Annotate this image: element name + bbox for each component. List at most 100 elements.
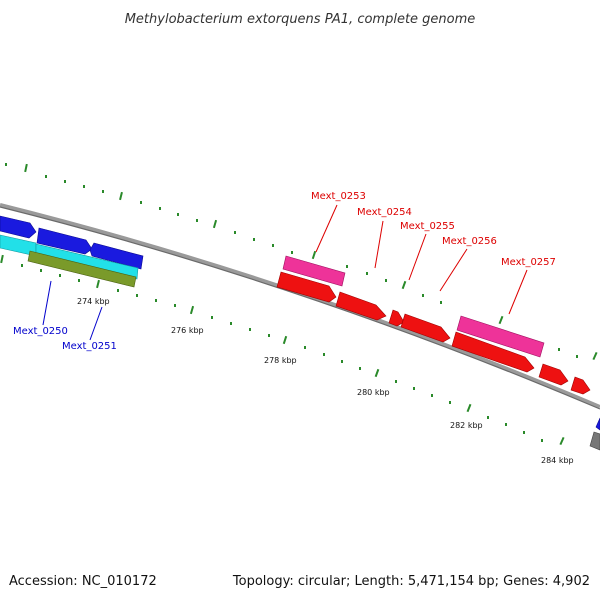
inner-tick (523, 431, 525, 434)
gene-label[interactable]: Mext_0257 (501, 257, 556, 268)
red-label-leaders (315, 204, 528, 315)
outer-tick (385, 279, 387, 282)
gene-arrow[interactable] (451, 331, 535, 373)
gene-arrow[interactable] (400, 313, 451, 343)
gene-block[interactable] (589, 431, 600, 451)
leader-line (408, 233, 427, 281)
inner-tick (174, 304, 176, 307)
outer-tick (177, 213, 179, 216)
outer-tick (45, 175, 47, 178)
outer-tick (212, 219, 218, 229)
outer-tick (498, 315, 504, 325)
outer-tick (253, 238, 255, 241)
gene-label[interactable]: Mext_0254 (357, 207, 412, 218)
gene-arrow[interactable] (0, 215, 37, 239)
inner-tick (323, 353, 325, 356)
inner-tick (413, 387, 415, 390)
leader-line (42, 280, 52, 326)
inner-tick (341, 360, 343, 363)
outer-tick (140, 201, 142, 204)
gene-block[interactable] (27, 250, 137, 288)
leader-line (315, 204, 338, 253)
gene-labels: Mext_0253 Mext_0254 Mext_0255 Mext_0256 … (13, 191, 556, 352)
inner-tick (230, 322, 232, 325)
outer-tick (592, 351, 598, 361)
inner-tick (40, 269, 42, 272)
scale-label: 274 kbp (77, 297, 110, 306)
gene-arrow[interactable] (276, 271, 337, 303)
inner-tick-ring (0, 254, 565, 446)
gene-arrow[interactable] (335, 291, 387, 321)
outer-tick (5, 163, 7, 166)
gene-block[interactable] (456, 315, 545, 358)
inner-tick (431, 394, 433, 397)
accession-text: Accession: NC_010172 (9, 574, 157, 589)
inner-tick (359, 367, 361, 370)
outer-tick (558, 348, 560, 351)
outer-tick (64, 180, 66, 183)
scale-label: 284 kbp (541, 456, 574, 465)
gene-arrow[interactable] (570, 376, 591, 395)
inner-tick (117, 289, 119, 292)
outer-tick (440, 301, 442, 304)
outer-tick (401, 280, 407, 290)
scale-labels: 274 kbp 276 kbp 278 kbp 280 kbp 282 kbp … (77, 297, 574, 465)
inner-tick (395, 380, 397, 383)
scale-label: 282 kbp (450, 421, 483, 430)
inner-tick (189, 305, 195, 315)
inner-tick (559, 436, 565, 446)
gene-label[interactable]: Mext_0251 (62, 341, 117, 352)
outer-tick (291, 251, 293, 254)
outer-tick (196, 219, 198, 222)
outer-tick (422, 294, 424, 297)
outer-tick (159, 207, 161, 210)
gene-arrow[interactable] (388, 309, 405, 327)
backbone-outer-line (0, 203, 600, 409)
outer-tick (576, 355, 578, 358)
gene-arrow[interactable] (538, 363, 569, 386)
gene-label[interactable]: Mext_0253 (311, 191, 366, 202)
edge-genes (589, 417, 600, 451)
inner-tick (487, 416, 489, 419)
outer-tick (83, 185, 85, 188)
inner-tick (449, 401, 451, 404)
scale-label: 278 kbp (264, 356, 297, 365)
inner-tick (96, 279, 100, 289)
inner-tick (268, 334, 270, 337)
inner-tick (136, 294, 138, 297)
gene-label[interactable]: Mext_0256 (442, 236, 497, 247)
inner-tick (541, 439, 543, 442)
leader-line (508, 269, 528, 315)
inner-tick (211, 316, 213, 319)
outer-tick (24, 163, 28, 173)
leader-line (89, 306, 103, 341)
gene-arrow[interactable] (36, 227, 93, 255)
inner-tick (155, 299, 157, 302)
gene-label[interactable]: Mext_0255 (400, 221, 455, 232)
outer-tick-ring (5, 163, 598, 361)
reverse-strand-genes-right (276, 271, 591, 395)
inner-tick (304, 346, 306, 349)
outer-tick (119, 191, 123, 201)
leader-line (374, 220, 384, 269)
outer-tick (234, 231, 236, 234)
scale-label: 276 kbp (171, 326, 204, 335)
genome-backbone (0, 203, 600, 410)
outer-tick (102, 190, 104, 193)
gene-arrow[interactable] (89, 242, 144, 270)
inner-tick (249, 328, 251, 331)
inner-tick (282, 335, 288, 345)
forward-strand-genes-left (0, 215, 144, 270)
leader-line (439, 248, 468, 292)
reverse-strand-genes-left (0, 234, 139, 288)
gene-arrow[interactable] (595, 417, 600, 431)
gene-block[interactable] (35, 243, 139, 280)
gene-block[interactable] (282, 255, 346, 287)
backbone-inner-line (0, 206, 600, 410)
inner-tick (59, 274, 61, 277)
blue-label-leaders (42, 280, 103, 341)
gene-label[interactable]: Mext_0250 (13, 326, 68, 337)
inner-tick (466, 403, 472, 413)
outer-tick (346, 265, 348, 268)
